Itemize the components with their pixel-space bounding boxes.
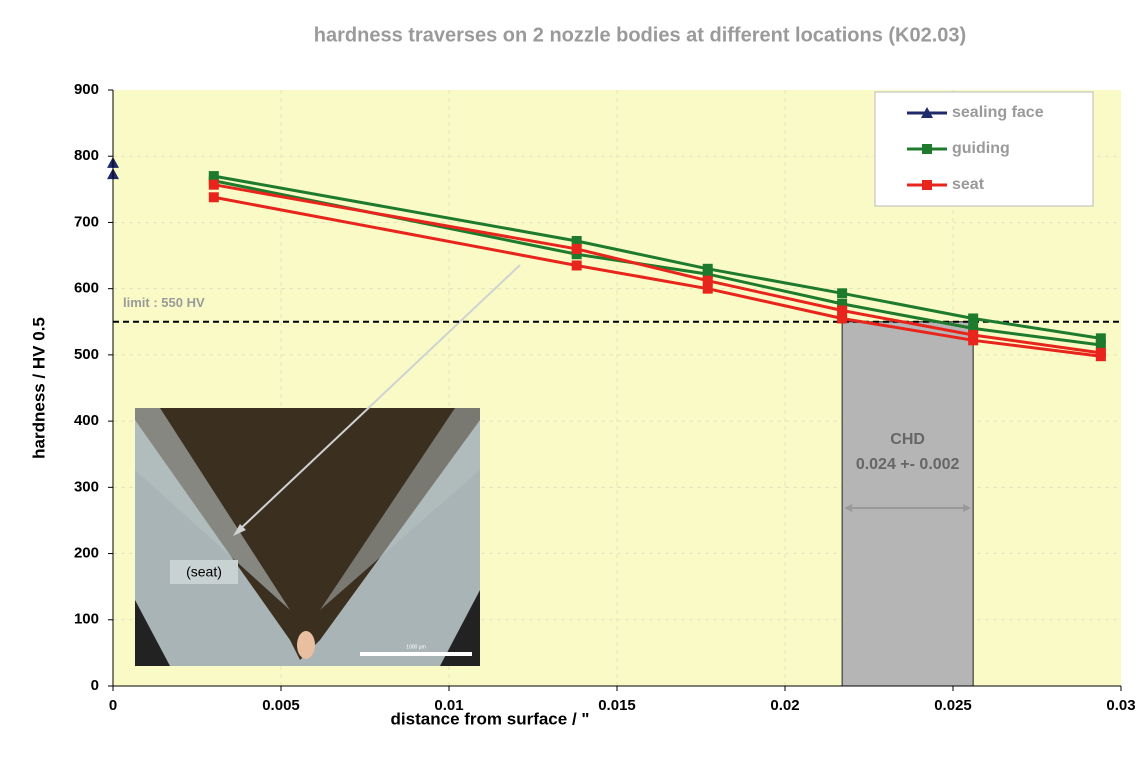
marker [571,243,582,254]
chd-arrowhead [963,504,972,512]
series-line [213,195,1102,358]
legend-marker [921,107,933,118]
marker [1095,351,1106,362]
seat-label-bg [170,560,238,584]
x-tick-label: 0.03 [1106,697,1135,714]
marker [1095,333,1106,344]
marker [571,235,582,246]
chart-title: hardness traverses on 2 nozzle bodies at… [314,24,966,46]
limit-label: limit : 550 HV [123,295,205,310]
x-tick-label: 0.025 [934,697,972,714]
marker [208,192,219,203]
callout-arrowhead [233,524,246,536]
marker [968,335,979,346]
chd-label: CHD [890,431,925,448]
y-tick-label: 200 [74,545,99,562]
photo-tip [297,631,315,659]
legend-label: seat [952,176,985,193]
series-line [213,174,1102,340]
marker [968,330,979,341]
plot: CHD 0.024 +- 0.002 limit : 550 HV [107,156,1121,687]
x-tick-label: 0.02 [770,697,799,714]
photo-side [135,408,290,610]
scale-bar [360,652,472,656]
y-tick-label: 900 [74,81,99,98]
y-tick-label: 300 [74,478,99,495]
marker [702,283,713,294]
x-tick-label: 0.015 [598,697,636,714]
photo-fill [135,408,480,660]
marker [702,275,713,286]
marker [208,179,219,190]
legend-label: guiding [952,140,1010,157]
marker [571,249,582,260]
x-tick-label: 0.005 [262,697,300,714]
chd-box [841,321,974,687]
marker [837,298,848,309]
y-tick-label: 800 [74,147,99,164]
marker [837,305,848,316]
marker [837,313,848,324]
photo-corner [440,590,480,666]
marker [1095,339,1106,350]
callout-arrow [236,264,521,533]
legend-label: sealing face [952,104,1044,121]
series-line [213,183,1102,355]
marker [571,260,582,271]
photo-corner [135,600,170,666]
marker [968,313,979,324]
series-line [213,179,1102,347]
legend-marker [922,144,932,154]
chd-value: 0.024 +- 0.002 [856,456,960,473]
y-tick-label: 100 [74,611,99,628]
marker [702,263,713,274]
marker [837,288,848,299]
chd-arrowhead [844,504,853,512]
y-tick-label: 500 [74,346,99,363]
y-tick-label: 600 [74,280,99,297]
x-axis-label: distance from surface / " [391,709,590,728]
y-tick-label: 400 [74,412,99,429]
marker [702,269,713,280]
inset-photo: (seat) 1000 µm [135,408,480,666]
seat-label: (seat) [186,564,222,580]
x-tick-label: 0 [109,697,117,714]
legend-marker [922,180,932,190]
y-tick-label: 0 [91,677,99,694]
scale-label: 1000 µm [406,644,426,650]
x-tick-label: 0.01 [434,697,463,714]
y-axis-label: hardness / HV 0.5 [29,317,48,459]
y-tick-label: 700 [74,213,99,230]
marker [968,323,979,334]
photo-side [320,408,480,610]
